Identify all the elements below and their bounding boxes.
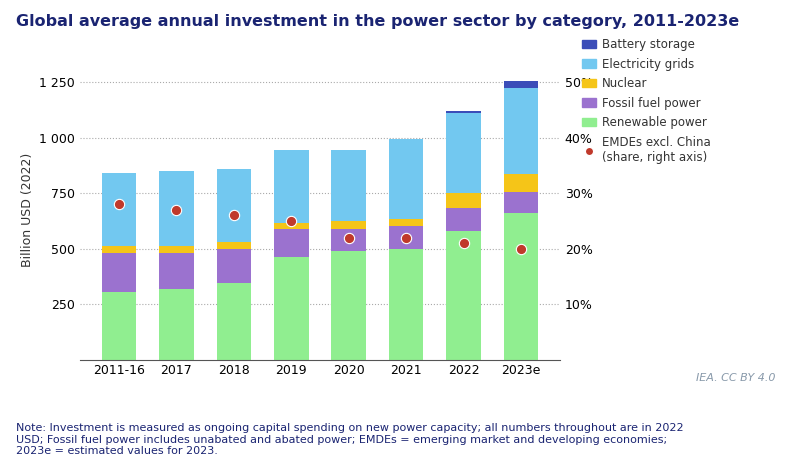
Bar bbox=[446, 193, 481, 207]
Bar bbox=[217, 283, 251, 360]
Text: IEA. CC BY 4.0: IEA. CC BY 4.0 bbox=[697, 372, 776, 383]
Bar bbox=[274, 150, 309, 223]
Bar bbox=[389, 219, 423, 226]
Bar bbox=[446, 111, 481, 113]
Bar bbox=[217, 169, 251, 242]
Bar bbox=[331, 221, 366, 229]
Bar bbox=[274, 229, 309, 258]
Bar bbox=[389, 248, 423, 360]
Text: Note: Investment is measured as ongoing capital spending on new power capacity; : Note: Investment is measured as ongoing … bbox=[16, 423, 684, 456]
Bar bbox=[504, 213, 538, 360]
Bar bbox=[389, 139, 423, 219]
Bar bbox=[159, 246, 194, 253]
Bar bbox=[159, 289, 194, 360]
Point bbox=[113, 201, 126, 208]
Bar bbox=[331, 150, 366, 221]
Bar bbox=[331, 229, 366, 251]
Bar bbox=[446, 231, 481, 360]
Bar bbox=[331, 251, 366, 360]
Point bbox=[457, 239, 470, 247]
Bar bbox=[504, 88, 538, 174]
Bar bbox=[504, 81, 538, 88]
Text: Global average annual investment in the power sector by category, 2011-2023e: Global average annual investment in the … bbox=[16, 14, 739, 29]
Point bbox=[514, 245, 527, 252]
Bar bbox=[274, 258, 309, 360]
Bar bbox=[102, 292, 136, 360]
Point bbox=[170, 206, 183, 213]
Point bbox=[227, 212, 240, 219]
Bar bbox=[102, 173, 136, 246]
Bar bbox=[159, 253, 194, 289]
Point bbox=[285, 217, 298, 225]
Bar bbox=[102, 246, 136, 253]
Bar bbox=[274, 223, 309, 229]
Bar bbox=[159, 171, 194, 246]
Bar bbox=[504, 174, 538, 192]
Bar bbox=[217, 248, 251, 283]
Point bbox=[342, 234, 355, 241]
Legend: Battery storage, Electricity grids, Nuclear, Fossil fuel power, Renewable power,: Battery storage, Electricity grids, Nucl… bbox=[582, 38, 710, 164]
Bar bbox=[102, 253, 136, 292]
Bar bbox=[389, 226, 423, 248]
Point bbox=[400, 234, 413, 241]
Y-axis label: Billion USD (2022): Billion USD (2022) bbox=[21, 153, 34, 267]
Bar bbox=[217, 242, 251, 248]
Bar bbox=[446, 113, 481, 193]
Bar bbox=[446, 207, 481, 231]
Bar bbox=[504, 192, 538, 213]
